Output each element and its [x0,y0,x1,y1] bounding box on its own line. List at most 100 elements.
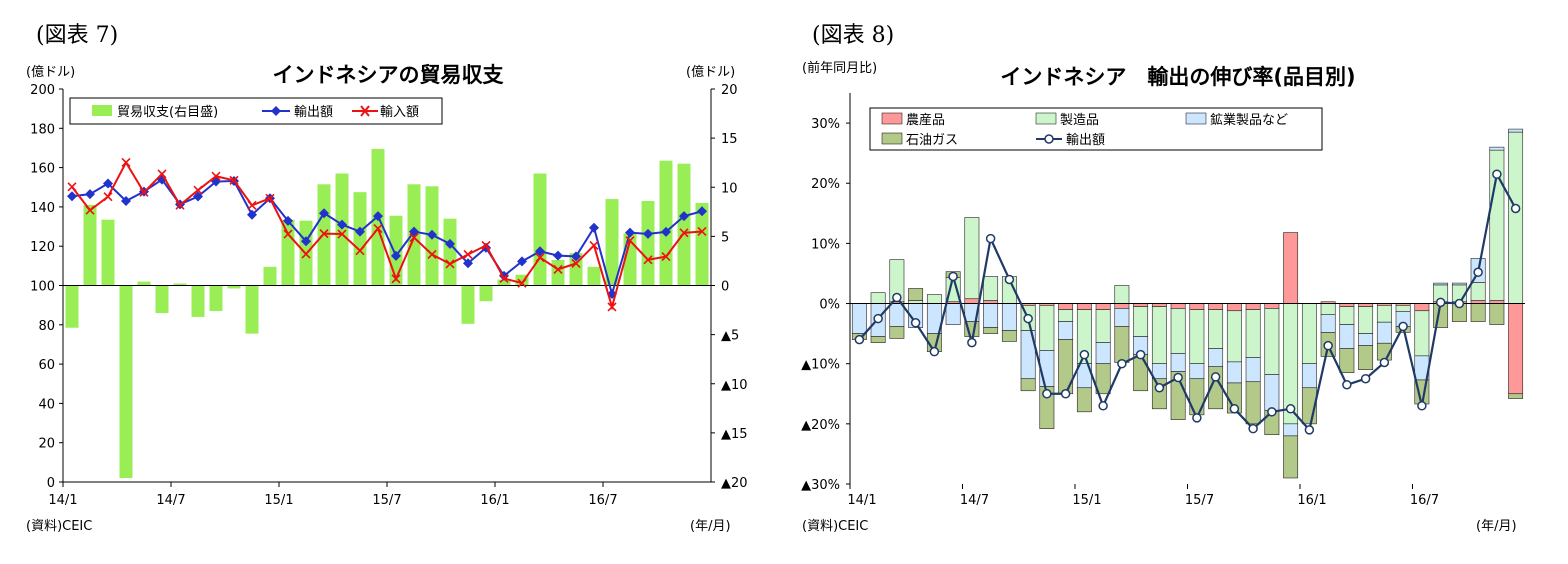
stacked-bar-segment [945,303,961,325]
export-growth-point [1398,321,1408,332]
import-point [121,157,131,168]
export-growth-point [1360,373,1371,384]
stacked-bar-segment [1264,374,1280,411]
trade-balance-bar [461,285,475,324]
trade-balance-bar [209,285,223,312]
stacked-bar-segment [889,303,905,327]
y-tick-label: 0% [819,298,840,313]
export-point [283,215,293,226]
chart-title: インドネシアの貿易収支 [273,63,505,87]
stacked-bar-segment [1451,282,1467,286]
import-point [463,249,473,260]
export-point [679,211,689,222]
x-tick-label: 15/7 [1185,493,1214,508]
stacked-bar-segment [1339,324,1355,349]
legend-label-manufacturing: 製造品 [1060,113,1099,128]
stacked-bar-segment [964,217,980,300]
legend-swatch-trade-balance [92,105,112,116]
export-growth-point [1135,349,1146,360]
series-line [71,160,703,311]
stacked-bar-segment [1095,309,1111,343]
export-growth-point [1379,357,1390,368]
trade-balance-bar [695,202,709,286]
stacked-bar-segment [1283,435,1299,479]
export-growth-point [910,318,921,328]
stacked-bar-segment [926,294,942,304]
stacked-bar-segment [1489,146,1505,151]
export-point [247,209,257,220]
left-tick-label: 60 [38,358,55,373]
left-tick-label: 120 [30,240,55,255]
stacked-bar-segment [1114,326,1130,363]
import-point [427,249,437,260]
export-growth-point [1229,404,1240,414]
stacked-bar-segment [1095,342,1111,364]
export-point [427,229,437,240]
stacked-bar-segment [1189,363,1205,380]
export-point [193,191,203,202]
right-tick-label: 20 [721,83,738,98]
export-growth-point [1023,313,1033,324]
export-growth-point [1004,274,1015,285]
import-point [391,274,401,284]
export-growth-point [1417,401,1427,411]
x-tick-label: 14/7 [960,493,989,508]
export-growth-point [1060,389,1071,399]
legend-box [869,107,1323,151]
stacked-bar-segment [1114,285,1130,304]
import-point [679,228,689,238]
legend: 貿易収支(右目盛) 輸出額 輸入額 [69,97,443,125]
stacked-bar-segment [1508,128,1524,133]
stacked-bar-segment [1376,321,1392,344]
export-point [85,189,95,200]
import-point [211,171,221,181]
trade-balance-bar [137,281,151,286]
stacked-bar-segment [1095,363,1111,395]
source-note: (資料)CEIC [26,519,92,534]
legend-label-agri: 農産品 [906,112,945,128]
y-tick-label: ▲30% [801,478,840,493]
stacked-bar-segment [851,303,867,334]
export-growth-point [1098,401,1108,411]
x-tick-label: 15/1 [1072,493,1101,508]
export-growth-point [967,337,977,348]
stacked-bar-segment [1245,303,1261,310]
axes: ▲30% ▲20% ▲10% 0% 10% 20% 30% 14/1 14/7 15/1 15/7 1… [801,93,1525,508]
stacked-bar-segment [1283,232,1299,304]
stacked-bar-segment [1151,363,1167,380]
legend-box [69,97,443,125]
stacked-bar-segment [1508,131,1524,304]
trade-balance-bar [101,219,115,286]
stacked-bar-segment [983,276,999,301]
trade-balance-bar [119,285,133,479]
left-tick-label: 180 [30,122,55,137]
left-tick-label: 160 [30,162,55,177]
trade-balance-bar [191,285,205,317]
stacked-bar-segment [1208,348,1224,367]
export-point [625,227,635,238]
stacked-bar-segment [1226,310,1242,363]
stacked-bar-segment [1208,303,1224,310]
x-tick-label: 14/1 [847,493,876,508]
legend: 農産品 製造品 鉱業製品など 石油ガス 輸出額 [869,107,1323,151]
export-point [517,256,527,267]
legend-swatch-mining [1185,112,1207,125]
stacked-bar-segment [889,326,905,339]
stacked-bar-segment [1358,333,1374,346]
stacked-bar-segment [1058,303,1074,310]
import-point [139,187,149,197]
stacked-bar-segment [1339,306,1355,325]
export-point [643,228,653,239]
stacked-bar-segment [1039,350,1055,387]
export-growth-point [985,233,996,244]
export-point [103,178,113,189]
export-point [301,236,311,247]
legend-marker-imports [360,105,370,117]
stacked-bar-segment [983,303,999,328]
series-lines [67,157,707,312]
stacked-bar-segment [1226,361,1242,384]
import-point [589,240,599,250]
x-axis-unit: (年/月) [690,519,731,534]
left-axis-unit: (億ドル) [26,64,75,80]
trade-balance-bar [677,163,691,286]
